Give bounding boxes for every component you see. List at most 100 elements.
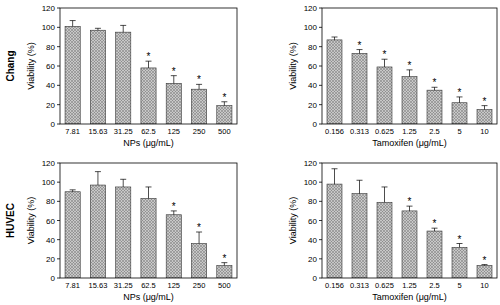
y-tick: [57, 278, 60, 279]
error-bar: [95, 28, 101, 30]
y-tick: [57, 124, 60, 125]
y-tick: [57, 46, 60, 47]
error-bar: [332, 37, 338, 40]
error-bar: [120, 25, 126, 32]
y-tick: [319, 85, 322, 86]
y-tick: [319, 239, 322, 240]
x-axis-title: NPs (μg/mL): [123, 292, 174, 302]
x-tick-label: 5: [457, 281, 461, 290]
panel: 0204060801001200.156*0.313*0.625*1.25*2.…: [288, 4, 497, 148]
bar: [452, 103, 467, 124]
y-tick: [57, 258, 60, 259]
y-tick: [57, 104, 60, 105]
bars: [327, 169, 492, 278]
plot-frame: [60, 8, 237, 124]
y-tick-label: 0: [51, 120, 56, 129]
bar: [377, 202, 392, 278]
significance-mark: *: [147, 51, 151, 62]
bar: [141, 68, 156, 124]
x-tick-label: 125: [168, 127, 181, 136]
bar: [191, 89, 206, 124]
bars: [65, 21, 232, 124]
plot-frame: [322, 163, 497, 278]
error-bar: [196, 232, 202, 244]
y-tick: [319, 163, 322, 164]
bar: [402, 211, 417, 278]
y-tick: [319, 66, 322, 67]
y-axis-title: Viability (%): [26, 42, 36, 89]
y-tick-label: 60: [308, 62, 317, 71]
x-tick-label: 7.81: [65, 281, 80, 290]
y-tick-label: 120: [42, 4, 56, 13]
y-tick-label: 80: [308, 43, 317, 52]
error-bar: [70, 190, 76, 192]
bar: [477, 266, 492, 278]
y-tick-label: 0: [313, 120, 318, 129]
y-tick-label: 100: [304, 23, 318, 32]
y-tick-label: 40: [46, 81, 55, 90]
y-tick-label: 20: [308, 101, 317, 110]
significance-mark: *: [408, 60, 412, 71]
x-tick-label: 1.25: [402, 281, 417, 290]
significance-mark: *: [383, 49, 387, 60]
labels: 7.8115.6331.25*62.5*125*250*500: [65, 51, 230, 136]
bar: [217, 106, 232, 124]
significance-mark: *: [483, 96, 487, 107]
y-tick: [57, 85, 60, 86]
y-tick: [319, 220, 322, 221]
y-tick: [57, 27, 60, 28]
y-tick-label: 120: [304, 159, 318, 168]
y-tick: [57, 66, 60, 67]
bar: [427, 90, 442, 124]
x-tick-label: 0.625: [375, 127, 394, 136]
bars: [327, 37, 492, 124]
significance-mark: *: [433, 77, 437, 88]
plot-frame: [60, 163, 237, 278]
x-tick-label: 0.625: [375, 281, 394, 290]
x-axis-title: Tamoxifen (μg/mL): [372, 292, 447, 302]
row-title: Chang: [5, 50, 16, 81]
y-tick: [319, 46, 322, 47]
y-axis-title: Viability (%): [26, 197, 36, 244]
error-bar: [382, 187, 388, 202]
plot-frame: [322, 8, 497, 124]
bar: [166, 215, 181, 278]
x-tick-label: 0.156: [325, 127, 344, 136]
y-tick-label: 100: [42, 178, 56, 187]
error-bar: [95, 172, 101, 185]
significance-mark: *: [408, 196, 412, 207]
x-tick-label: 1.25: [402, 127, 417, 136]
bar: [352, 53, 367, 124]
significance-mark: *: [197, 222, 201, 233]
significance-mark: *: [222, 92, 226, 103]
x-tick-label: 62.5: [141, 127, 156, 136]
y-tick: [319, 201, 322, 202]
y-tick: [319, 8, 322, 9]
x-tick-label: 7.81: [65, 127, 80, 136]
labels: 7.8115.6331.2562.5*125*250*500: [65, 201, 230, 290]
bar: [141, 198, 156, 278]
error-bar: [70, 21, 76, 27]
y-tick: [319, 278, 322, 279]
error-bar: [171, 76, 177, 84]
significance-mark: *: [483, 255, 487, 266]
y-tick-label: 60: [46, 217, 55, 226]
y-tick-label: 20: [308, 255, 317, 264]
y-axis-title: Viability (%): [288, 42, 298, 89]
x-tick-label: 15.63: [89, 281, 108, 290]
error-bar: [357, 180, 363, 193]
y-tick: [57, 220, 60, 221]
y-tick-label: 40: [46, 236, 55, 245]
y-tick: [57, 163, 60, 164]
y-tick-label: 40: [308, 81, 317, 90]
significance-mark: *: [458, 234, 462, 245]
error-bar: [146, 61, 152, 68]
y-tick: [57, 182, 60, 183]
x-tick-label: 0.156: [325, 281, 344, 290]
y-tick-label: 20: [46, 101, 55, 110]
y-tick: [57, 201, 60, 202]
y-tick: [319, 104, 322, 105]
error-bar: [382, 59, 388, 67]
bar: [166, 83, 181, 124]
y-tick-label: 100: [42, 23, 56, 32]
